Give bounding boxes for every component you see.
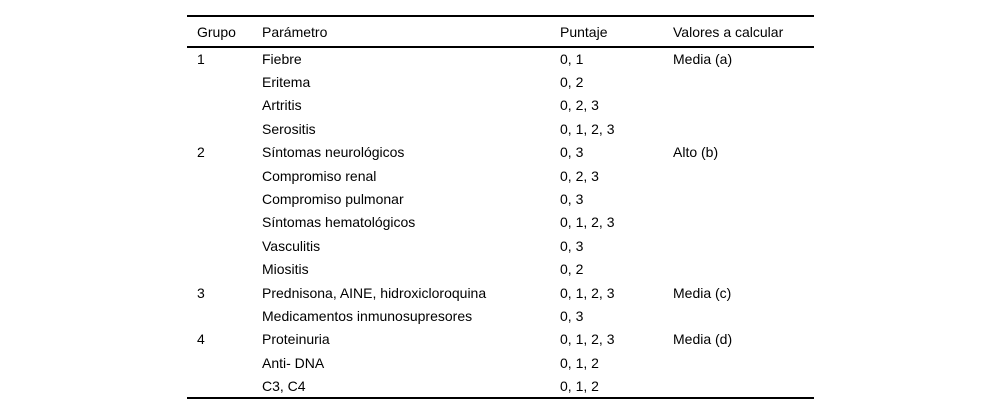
table-row: Anti- DNA 0, 1, 2 <box>187 351 814 374</box>
cell-grupo <box>187 304 262 327</box>
cell-puntaje: 0, 2, 3 <box>560 97 599 114</box>
cell-puntaje: 0, 1, 2 <box>560 377 599 394</box>
table-body: 1 Fiebre 0, 1 Media (a) Eritema 0, 2 Art… <box>187 47 814 398</box>
cell-valores <box>673 164 814 187</box>
table-row: Síntomas hematológicos 0, 1, 2, 3 <box>187 211 814 234</box>
cell-puntaje: 0, 3 <box>560 191 584 208</box>
cell-grupo <box>187 94 262 117</box>
cell-parametro: Medicamentos inmunosupresores <box>262 307 473 324</box>
table-row: 3 Prednisona, AINE, hidroxicloroquina 0,… <box>187 281 814 304</box>
cell-puntaje: 0, 1, 2, 3 <box>560 284 615 301</box>
cell-grupo <box>187 351 262 374</box>
cell-puntaje: 0, 1, 2 <box>560 354 599 371</box>
cell-valores <box>673 304 814 327</box>
score-table-container: Grupo Parámetro Puntaje Valores a calcul… <box>187 15 814 399</box>
cell-puntaje: 0, 1 <box>560 51 584 68</box>
cell-grupo <box>187 374 262 397</box>
cell-parametro: Fiebre <box>262 51 302 68</box>
cell-parametro: Prednisona, AINE, hidroxicloroquina <box>262 284 487 301</box>
table-row: C3, C4 0, 1, 2 <box>187 374 814 397</box>
cell-grupo <box>187 187 262 210</box>
cell-grupo <box>187 258 262 281</box>
table-row: Eritema 0, 2 <box>187 70 814 93</box>
table-row: Miositis 0, 2 <box>187 258 814 281</box>
column-header-valores: Valores a calcular <box>673 23 784 40</box>
cell-valores: Media (d) <box>673 331 733 348</box>
header-row: Grupo Parámetro Puntaje Valores a calcul… <box>187 16 814 47</box>
cell-valores <box>673 211 814 234</box>
table-row: Serositis 0, 1, 2, 3 <box>187 117 814 140</box>
cell-grupo <box>187 70 262 93</box>
cell-grupo: 3 <box>197 284 205 301</box>
cell-parametro: Miositis <box>262 261 309 278</box>
table-row: 4 Proteinuria 0, 1, 2, 3 Media (d) <box>187 328 814 351</box>
cell-puntaje: 0, 1, 2, 3 <box>560 214 615 231</box>
cell-parametro: Eritema <box>262 74 311 91</box>
cell-valores: Media (c) <box>673 284 732 301</box>
cell-grupo <box>187 164 262 187</box>
cell-grupo <box>187 117 262 140</box>
cell-parametro: C3, C4 <box>262 377 306 394</box>
cell-puntaje: 0, 1, 2, 3 <box>560 331 615 348</box>
cell-grupo: 2 <box>197 144 205 161</box>
column-header-puntaje: Puntaje <box>560 23 608 40</box>
table-row: Compromiso pulmonar 0, 3 <box>187 187 814 210</box>
cell-puntaje: 0, 2, 3 <box>560 167 599 184</box>
column-header-parametro: Parámetro <box>262 23 328 40</box>
cell-valores <box>673 351 814 374</box>
table-row: Artritis 0, 2, 3 <box>187 94 814 117</box>
cell-parametro: Serositis <box>262 120 316 137</box>
cell-valores <box>673 70 814 93</box>
table-row: Vasculitis 0, 3 <box>187 234 814 257</box>
cell-puntaje: 0, 3 <box>560 307 584 324</box>
cell-parametro: Vasculitis <box>262 237 321 254</box>
cell-grupo <box>187 234 262 257</box>
cell-parametro: Artritis <box>262 97 302 114</box>
column-header-grupo: Grupo <box>197 23 236 40</box>
table-row: Medicamentos inmunosupresores 0, 3 <box>187 304 814 327</box>
score-table: Grupo Parámetro Puntaje Valores a calcul… <box>187 15 814 399</box>
cell-valores <box>673 234 814 257</box>
cell-parametro: Síntomas hematológicos <box>262 214 416 231</box>
cell-parametro: Compromiso renal <box>262 167 377 184</box>
cell-puntaje: 0, 1, 2, 3 <box>560 120 615 137</box>
cell-parametro: Anti- DNA <box>262 354 325 371</box>
table-row: 1 Fiebre 0, 1 Media (a) <box>187 47 814 70</box>
cell-parametro: Síntomas neurológicos <box>262 144 405 161</box>
cell-puntaje: 0, 3 <box>560 237 584 254</box>
cell-puntaje: 0, 2 <box>560 261 584 278</box>
cell-valores: Media (a) <box>673 51 733 68</box>
cell-puntaje: 0, 2 <box>560 74 584 91</box>
cell-valores <box>673 187 814 210</box>
cell-valores <box>673 374 814 397</box>
table-header: Grupo Parámetro Puntaje Valores a calcul… <box>187 16 814 47</box>
table-row: 2 Síntomas neurológicos 0, 3 Alto (b) <box>187 141 814 164</box>
cell-valores <box>673 94 814 117</box>
cell-valores <box>673 117 814 140</box>
cell-valores <box>673 258 814 281</box>
cell-grupo: 4 <box>197 331 205 348</box>
cell-puntaje: 0, 3 <box>560 144 584 161</box>
cell-valores: Alto (b) <box>673 144 719 161</box>
cell-grupo: 1 <box>197 51 205 68</box>
cell-parametro: Compromiso pulmonar <box>262 191 404 208</box>
cell-parametro: Proteinuria <box>262 331 330 348</box>
table-row: Compromiso renal 0, 2, 3 <box>187 164 814 187</box>
cell-grupo <box>187 211 262 234</box>
